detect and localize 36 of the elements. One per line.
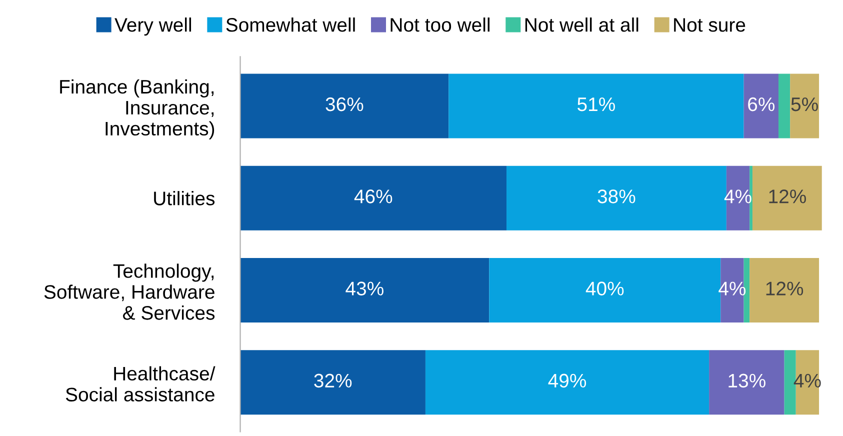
bar <box>778 74 790 138</box>
bar <box>448 74 744 138</box>
data-label: 32% <box>314 374 352 388</box>
data-label: 12% <box>769 190 806 204</box>
y-tick-label: Utilities <box>154 191 215 206</box>
bar <box>750 166 752 230</box>
data-label: 43% <box>346 282 384 296</box>
data-label: 46% <box>354 190 392 204</box>
bar <box>744 74 779 138</box>
bar <box>709 350 784 415</box>
legend-label: Not sure <box>674 18 746 32</box>
data-label: 13% <box>728 374 766 388</box>
data-label: 38% <box>598 190 636 204</box>
bar <box>744 258 750 322</box>
bar <box>240 166 506 230</box>
y-tick-label: Technology, Software, Hardware & Services <box>44 264 215 320</box>
data-label: 36% <box>326 97 364 112</box>
data-label: 49% <box>548 374 586 388</box>
bar <box>752 166 822 230</box>
legend-label: Somewhat well <box>226 18 355 32</box>
y-tick-label: Finance (Banking, Insurance, Investments) <box>60 79 214 140</box>
data-label: 12% <box>766 282 804 296</box>
bar <box>425 350 710 415</box>
bar <box>750 258 820 322</box>
bar <box>790 74 820 138</box>
bar <box>240 258 490 322</box>
data-label: 40% <box>586 282 624 296</box>
legend-label: Not well at all <box>525 18 638 32</box>
data-label: 6% <box>748 97 775 112</box>
bar <box>240 350 426 415</box>
legend-label: Very well <box>114 18 192 36</box>
data-label: 51% <box>578 98 615 112</box>
y-tick-label: Healthcase/ Social assistance <box>66 366 216 402</box>
bar <box>240 74 449 138</box>
legend-label: Not too well <box>390 18 490 32</box>
data-label: 5% <box>791 98 818 112</box>
